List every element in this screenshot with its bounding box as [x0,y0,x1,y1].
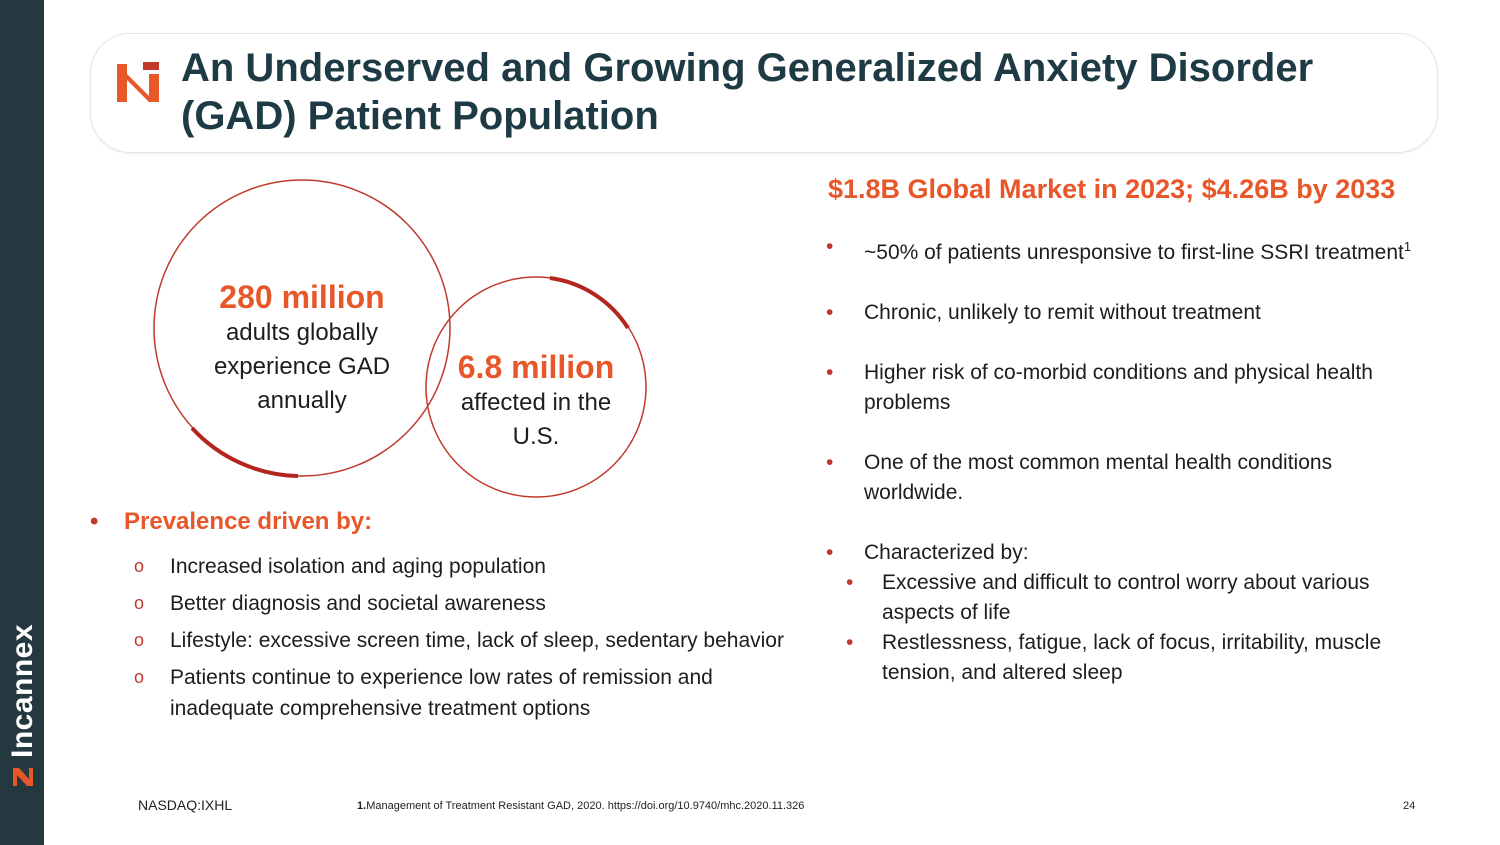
bullet-icon: • [846,631,854,654]
us-value: 6.8 million [457,349,615,385]
brand-vertical: Incannex [6,624,40,790]
bullet-icon: • [826,451,834,474]
footnote-reference: 1.Management of Treatment Resistant GAD,… [357,800,804,812]
us-circle [425,276,647,498]
circles-graphic [153,179,647,498]
incannex-logo-icon [13,768,33,786]
ticker: NASDAQ:IXHL [138,797,233,813]
list-item-text: Patients continue to experience low rate… [170,666,713,720]
stat-circles: 280 million adults globally experience G… [140,170,660,510]
circle-bullet-icon: o [134,630,145,650]
sub-list-item-text: Restlessness, fatigue, lack of focus, ir… [882,631,1382,684]
circle-bullet-icon: o [134,667,145,687]
us-circle-accent [549,276,630,330]
global-line2: experience GAD [213,353,391,380]
list-item: • ~50% of patients unresponsive to first… [826,232,1426,268]
list-item: o Increased isolation and aging populatio… [90,551,790,582]
sub-list-item-text: Excessive and difficult to control worry… [882,571,1370,624]
us-stat: 6.8 million affected in the U.S. [436,348,636,454]
global-line3: annually [257,387,347,414]
market-heading: $1.8B Global Market in 2023; $4.26B by 2… [828,174,1396,204]
bullet-icon: • [826,301,834,324]
list-item: • Higher risk of co-morbid conditions an… [826,358,1426,418]
sidebar: Incannex [0,0,44,845]
page-title: An Underserved and Growing Generalized A… [181,46,1314,138]
bullet-icon: • [826,361,834,384]
global-circle-accent [190,426,299,478]
page-number: 24 [1403,800,1416,812]
us-line1: affected in the [460,389,612,416]
us-line2: U.S. [512,423,560,450]
footnote-marker: 1 [1403,239,1412,254]
bullet-icon: • [90,508,99,535]
circle-bullet-icon: o [134,556,145,576]
list-item-text: Characterized by: [864,541,1029,564]
brand-name: Incannex [6,623,39,758]
title-box: An Underserved and Growing Generalized A… [90,33,1438,153]
bullet-icon: • [826,235,834,258]
list-item: • Characterized by: [826,538,1426,568]
bullet-icon: • [826,541,834,564]
circle-bullet-icon: o [134,593,145,613]
footnote-number: 1. [357,800,367,812]
global-circle [153,179,451,477]
list-item-text: Lifestyle: excessive screen time, lack o… [170,629,784,652]
global-value: 280 million [219,279,385,315]
footnote-text: Management of Treatment Resistant GAD, 2… [366,800,805,812]
list-item-text: ~50% of patients unresponsive to first-l… [864,241,1404,264]
global-line1: adults globally [225,319,379,346]
list-item: o Lifestyle: excessive screen time, lack … [90,625,790,656]
list-item-text: One of the most common mental health con… [864,451,1333,504]
list-item: o Better diagnosis and societal awareness [90,588,790,619]
global-stat: 280 million adults globally experience G… [172,278,432,418]
incannex-logo-icon [117,62,159,102]
prevalence-heading-text: Prevalence driven by: [124,508,373,535]
list-item-text: Chronic, unlikely to remit without treat… [864,301,1261,324]
bullet-icon: • [846,571,854,594]
prevalence-section: • Prevalence driven by: o Increased isola… [90,505,790,730]
list-item-text: Increased isolation and aging population [170,555,546,578]
list-item: o Patients continue to experience low rat… [90,662,790,724]
list-item-text: Better diagnosis and societal awareness [170,592,546,615]
list-item: • One of the most common mental health c… [826,448,1426,508]
sub-list-item: • Excessive and difficult to control wor… [826,568,1426,628]
sub-list-item: • Restlessness, fatigue, lack of focus, … [826,628,1426,688]
list-item-text: Higher risk of co-morbid conditions and … [864,361,1373,414]
prevalence-heading: • Prevalence driven by: [90,505,790,539]
list-item: • Chronic, unlikely to remit without tre… [826,298,1426,328]
market-list: • ~50% of patients unresponsive to first… [826,232,1426,688]
